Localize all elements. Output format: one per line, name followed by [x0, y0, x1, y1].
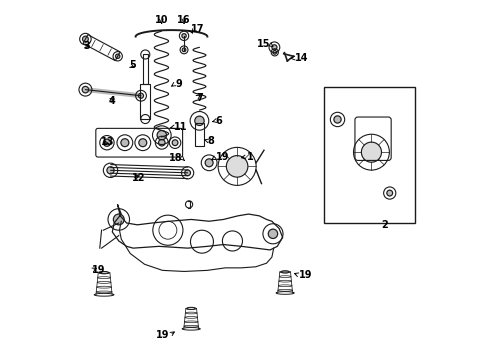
Circle shape	[272, 45, 277, 50]
Circle shape	[121, 139, 129, 147]
Text: 19: 19	[216, 152, 229, 162]
Circle shape	[107, 167, 114, 174]
Text: 14: 14	[294, 53, 308, 63]
Circle shape	[334, 116, 341, 123]
Circle shape	[139, 93, 144, 98]
Text: 16: 16	[177, 15, 191, 26]
Bar	[195, 123, 204, 146]
Circle shape	[103, 139, 111, 146]
Text: 3: 3	[83, 41, 90, 50]
Text: 2: 2	[382, 220, 388, 230]
Text: 7: 7	[196, 93, 203, 103]
Text: 19: 19	[299, 270, 312, 280]
Text: 11: 11	[174, 122, 188, 132]
Circle shape	[82, 36, 88, 42]
Circle shape	[172, 140, 178, 145]
Circle shape	[113, 214, 124, 225]
Circle shape	[159, 139, 165, 146]
Circle shape	[195, 116, 204, 126]
Bar	[143, 54, 147, 84]
Text: 19: 19	[156, 330, 170, 340]
Text: 18: 18	[169, 153, 182, 163]
Text: 8: 8	[207, 136, 214, 145]
Circle shape	[182, 48, 186, 51]
Circle shape	[362, 142, 382, 162]
Text: 9: 9	[175, 79, 182, 89]
Circle shape	[387, 190, 392, 196]
Text: 5: 5	[129, 60, 136, 70]
Circle shape	[157, 131, 167, 140]
Circle shape	[116, 54, 120, 58]
Circle shape	[82, 86, 89, 93]
Text: 19: 19	[92, 265, 105, 275]
Circle shape	[182, 34, 186, 38]
Bar	[140, 84, 150, 119]
Text: 10: 10	[155, 15, 168, 26]
Circle shape	[269, 229, 278, 238]
Text: 6: 6	[216, 116, 222, 126]
Circle shape	[205, 159, 213, 167]
Text: 15: 15	[257, 40, 270, 49]
Text: 13: 13	[100, 138, 114, 147]
Circle shape	[185, 170, 191, 176]
Bar	[324, 87, 416, 223]
Circle shape	[139, 139, 147, 147]
Circle shape	[226, 156, 248, 177]
Text: 17: 17	[191, 24, 204, 35]
Text: 12: 12	[132, 173, 146, 183]
Text: 1: 1	[247, 152, 253, 162]
Circle shape	[273, 50, 276, 54]
Text: 4: 4	[109, 96, 116, 106]
